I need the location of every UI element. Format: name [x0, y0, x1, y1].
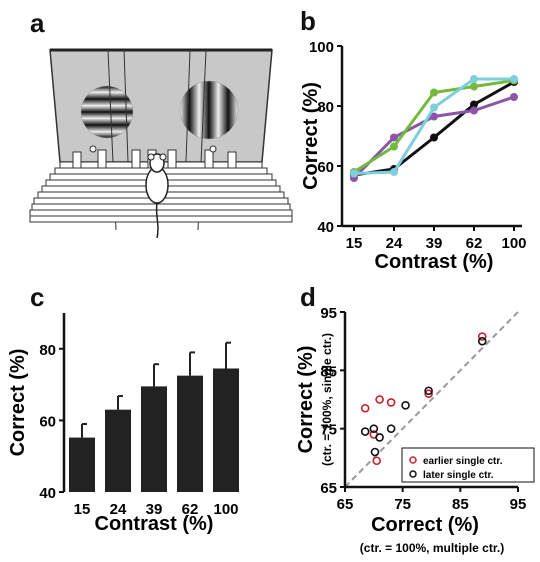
horizontal-grating-stimulus [80, 85, 134, 139]
bar [105, 409, 131, 492]
y-tick-label: 85 [320, 363, 337, 380]
data-point [430, 133, 438, 142]
bar [213, 368, 239, 492]
x-axis-label: Correct (%) [371, 514, 479, 536]
scatter-point [372, 456, 382, 466]
data-point [430, 88, 438, 97]
line-chart-b: 40 60 80 100 15 24 39 62 100 Contrast (%) Correct … [300, 39, 527, 273]
x-tick-label: 39 [426, 235, 443, 252]
panel-label-c: c [30, 282, 45, 312]
x-tick-label: 100 [501, 235, 526, 252]
data-point [470, 82, 478, 91]
x-tick-label: 15 [346, 235, 363, 252]
scatter-point [375, 395, 384, 404]
scatter-point [477, 332, 487, 341]
panel-label-d: d [300, 282, 316, 312]
scatter-point [401, 401, 410, 410]
data-point [390, 142, 398, 151]
y-axis-label: Correct (%) [7, 349, 29, 457]
data-point [470, 75, 478, 83]
bar [69, 437, 95, 492]
legend-box [401, 447, 535, 483]
x-axis-label: Contrast (%) [375, 251, 494, 273]
y-tick-label: 65 [320, 480, 337, 497]
y-axis-label: Correct (%) [295, 346, 317, 454]
y-tick-label: 60 [39, 413, 56, 430]
panel-label-a: a [30, 8, 45, 38]
y-tick-label: 80 [317, 99, 334, 116]
x-axis-sublabel: (ctr. = 100%, multiple ctr.) [360, 541, 504, 555]
legend-label: earlier single ctr. [423, 456, 503, 467]
y-tick-label: 60 [317, 159, 334, 176]
legend-marker [409, 470, 417, 478]
x-tick-label: 62 [466, 235, 483, 252]
y-tick-label: 95 [320, 305, 337, 322]
data-point [430, 112, 438, 121]
data-point [350, 169, 358, 178]
data-point [390, 133, 398, 142]
y-tick-label: 80 [39, 342, 56, 359]
x-tick-label: 100 [213, 501, 238, 518]
x-tick-label: 24 [110, 501, 127, 518]
panel-label-b: b [300, 6, 316, 36]
scatter-point [386, 398, 396, 407]
mouse [145, 153, 169, 239]
data-point [390, 168, 398, 176]
bar [141, 386, 167, 492]
divider-line [123, 49, 129, 163]
y-tick-label: 75 [320, 422, 337, 439]
x-tick-label: 95 [510, 496, 527, 513]
data-point [510, 75, 518, 83]
x-axis-label: Contrast (%) [95, 513, 214, 535]
scatter-point [386, 424, 396, 433]
x-tick-label: 24 [386, 235, 403, 252]
legend-label: later single ctr. [423, 470, 494, 481]
apparatus-illustration [29, 48, 293, 239]
scatter-point [477, 336, 487, 346]
vertical-grating-stimulus [179, 80, 239, 140]
scatter-point [424, 389, 433, 398]
scatter-point [360, 403, 370, 413]
scatter-point [424, 386, 433, 396]
x-tick-label: 65 [337, 496, 354, 513]
x-tick-label: 62 [182, 501, 199, 518]
data-point [510, 93, 518, 101]
x-tick-label: 15 [74, 501, 91, 518]
bar [177, 375, 203, 492]
legend-marker [409, 456, 417, 464]
data-point [470, 100, 478, 109]
x-tick-label: 39 [146, 501, 163, 518]
x-tick-label: 85 [452, 496, 469, 513]
scatter-point [360, 427, 370, 436]
x-tick-label: 75 [394, 496, 411, 513]
scatter-point [375, 433, 384, 442]
data-point [470, 106, 478, 115]
y-tick-label: 40 [39, 485, 56, 502]
y-tick-label: 40 [317, 219, 334, 236]
y-axis-label: Correct (%) [300, 82, 322, 190]
y-tick-label: 100 [309, 39, 334, 56]
divider-line [185, 49, 191, 163]
y-axis-sublabel: (ctr. = 100%, single ctr.) [320, 333, 334, 466]
data-point [430, 103, 438, 112]
scatter-point [370, 447, 380, 457]
scatter-point [369, 424, 379, 433]
